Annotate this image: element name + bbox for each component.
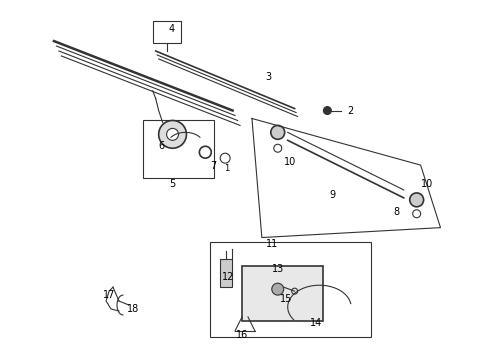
Text: 1: 1 [224, 163, 229, 172]
Text: 13: 13 [272, 264, 284, 274]
Polygon shape [252, 118, 441, 238]
Text: 5: 5 [170, 179, 176, 189]
Circle shape [323, 107, 331, 114]
Text: 15: 15 [280, 294, 292, 304]
Circle shape [410, 193, 424, 207]
Bar [153, 21, 180, 43]
Text: 6: 6 [159, 141, 165, 151]
Text: 14: 14 [310, 318, 322, 328]
Circle shape [271, 125, 285, 139]
Circle shape [272, 283, 284, 295]
Text: 8: 8 [394, 207, 400, 217]
Text: 10: 10 [420, 179, 433, 189]
Bar [210, 242, 371, 337]
Text: 2: 2 [347, 105, 353, 116]
Text: 3: 3 [265, 72, 271, 82]
Text: 16: 16 [236, 330, 248, 340]
Text: 18: 18 [127, 304, 139, 314]
Text: 17: 17 [103, 290, 116, 300]
Text: 12: 12 [222, 272, 235, 282]
Bar [220, 260, 232, 287]
Bar [143, 121, 214, 178]
Text: 11: 11 [266, 239, 278, 248]
Text: 4: 4 [169, 24, 175, 34]
Text: 10: 10 [284, 157, 296, 167]
Text: 9: 9 [329, 190, 336, 200]
Circle shape [167, 129, 178, 140]
Bar [242, 266, 323, 321]
Text: 7: 7 [210, 161, 217, 171]
Circle shape [159, 121, 187, 148]
